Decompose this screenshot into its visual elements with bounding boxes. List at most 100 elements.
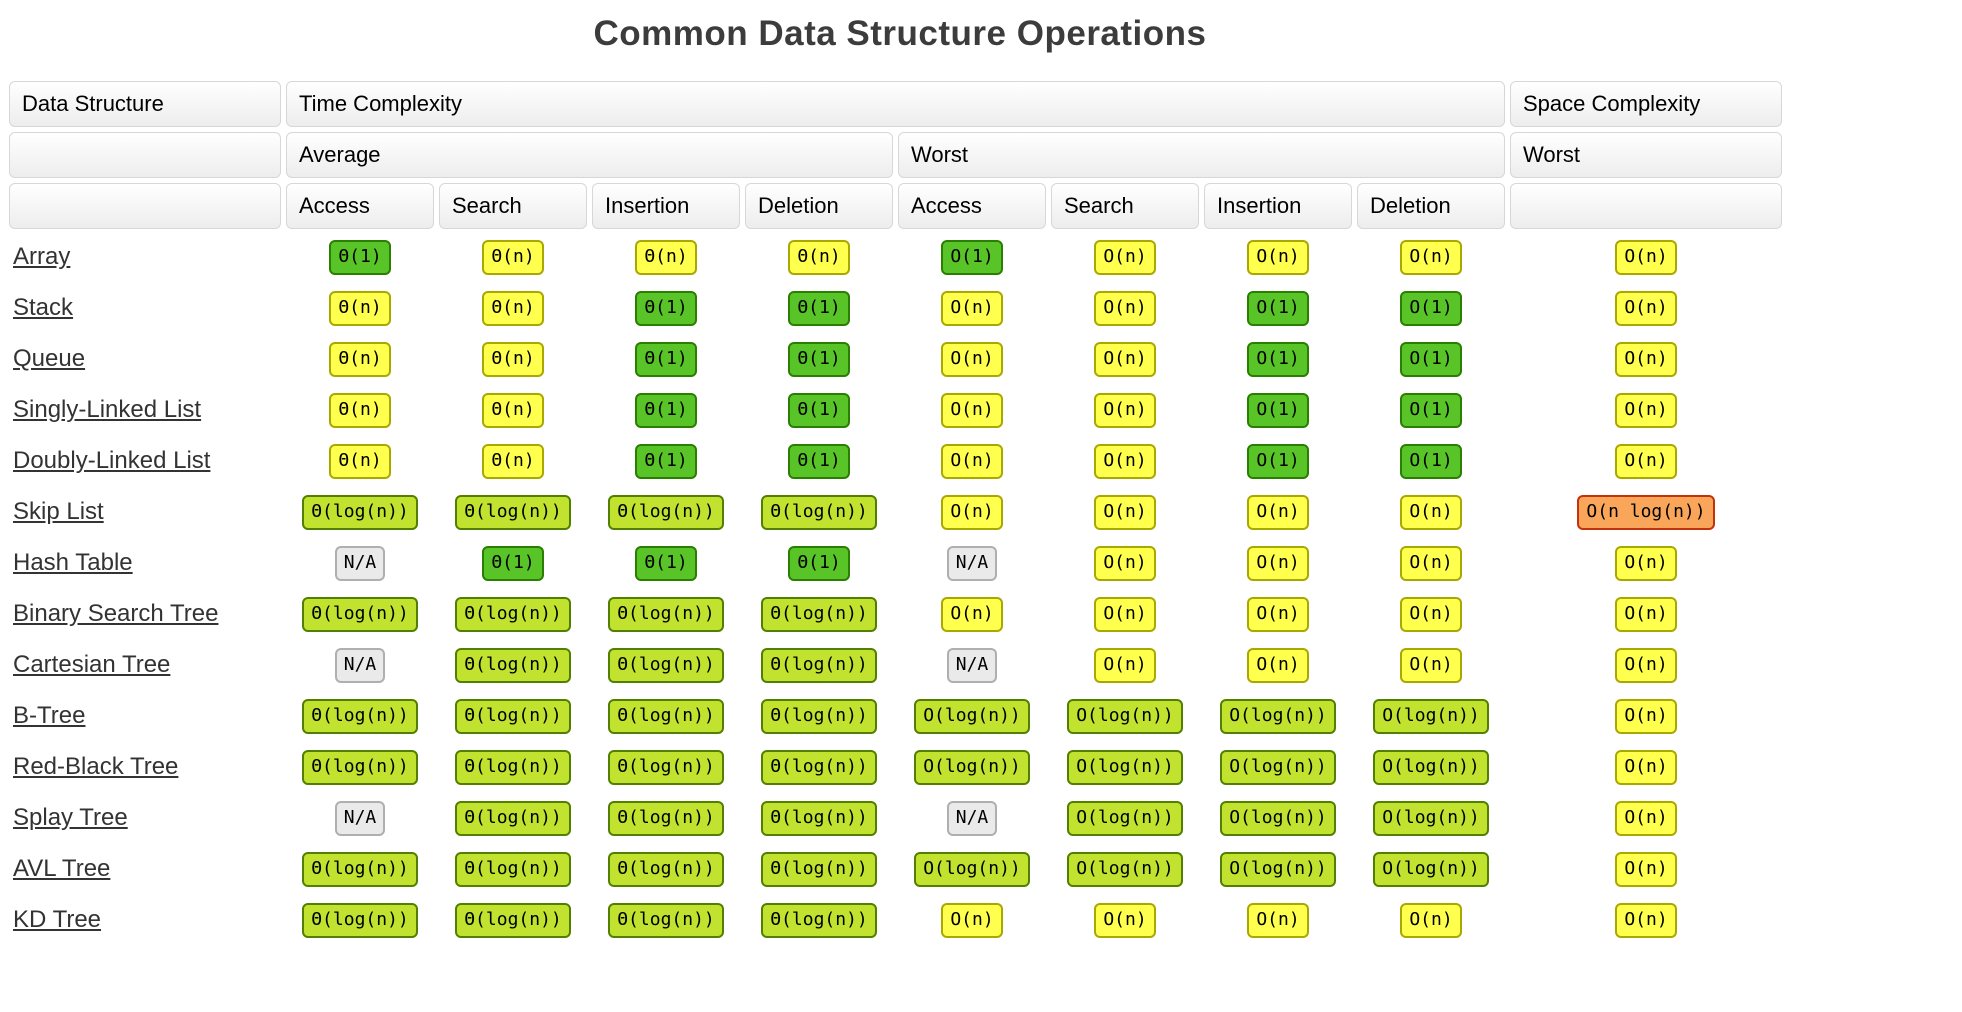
- complexity-cell: Θ(n): [439, 285, 587, 331]
- row-link-red-black-tree[interactable]: Red-Black Tree: [13, 753, 179, 780]
- complexity-badge: Θ(log(n)): [761, 902, 877, 938]
- complexity-cell: Θ(log(n)): [592, 591, 740, 637]
- row-link-cartesian-tree[interactable]: Cartesian Tree: [13, 651, 171, 678]
- complexity-badge: Θ(log(n)): [608, 596, 724, 632]
- row-link-splay-tree[interactable]: Splay Tree: [13, 804, 128, 831]
- complexity-badge: O(n): [1615, 647, 1677, 683]
- complexity-badge: Θ(log(n)): [455, 698, 571, 734]
- complexity-cell: O(n): [1051, 642, 1199, 688]
- complexity-badge: O(n): [1615, 749, 1677, 785]
- complexity-badge: O(1): [1400, 443, 1462, 479]
- complexity-cell: O(n): [1357, 642, 1505, 688]
- complexity-cell: Θ(log(n)): [286, 897, 434, 943]
- table-row: Stack Θ(n) Θ(n) Θ(1) Θ(1) O(n) O(n) O(1) O(1) O(n…: [9, 285, 1782, 331]
- complexity-cell: O(n): [1510, 642, 1782, 688]
- table-row: Singly-Linked List Θ(n) Θ(n) Θ(1) Θ(1) O(n) O(…: [9, 387, 1782, 433]
- row-link-singly-linked-list[interactable]: Singly-Linked List: [13, 396, 202, 423]
- complexity-cell: O(log(n)): [1204, 693, 1352, 739]
- complexity-badge: O(1): [1400, 392, 1462, 428]
- complexity-badge: Θ(1): [788, 545, 850, 581]
- complexity-badge: O(n): [1247, 239, 1309, 275]
- table-row: Splay Tree N/A Θ(log(n)) Θ(log(n)) Θ(log(n))…: [9, 795, 1782, 841]
- complexity-badge: O(log(n)): [914, 851, 1030, 887]
- row-label-cell: Red-Black Tree: [9, 744, 281, 790]
- complexity-badge: Θ(n): [788, 239, 850, 275]
- row-link-queue[interactable]: Queue: [13, 345, 86, 372]
- complexity-cell: O(n): [1357, 591, 1505, 637]
- complexity-badge: O(1): [1247, 290, 1309, 326]
- row-link-hash-table[interactable]: Hash Table: [13, 549, 133, 576]
- header-time-complexity: Time Complexity: [286, 81, 1505, 127]
- complexity-cell: O(log(n)): [1051, 795, 1199, 841]
- complexity-badge: Θ(n): [635, 239, 697, 275]
- complexity-badge: O(n): [1094, 545, 1156, 581]
- row-link-kd-tree[interactable]: KD Tree: [13, 906, 102, 933]
- row-label-cell: Doubly-Linked List: [9, 438, 281, 484]
- complexity-cell: O(1): [1204, 336, 1352, 382]
- complexity-cell: O(n): [1510, 540, 1782, 586]
- complexity-cell: Θ(n): [439, 387, 587, 433]
- complexity-badge: O(n): [1094, 902, 1156, 938]
- complexity-cell: Θ(n): [439, 438, 587, 484]
- table-row: Red-Black Tree Θ(log(n)) Θ(log(n)) Θ(log(n)…: [9, 744, 1782, 790]
- complexity-badge: Θ(log(n)): [608, 749, 724, 785]
- row-label-cell: Array: [9, 234, 281, 280]
- row-label-cell: Binary Search Tree: [9, 591, 281, 637]
- complexity-cell: O(1): [1357, 336, 1505, 382]
- complexity-cell: Θ(1): [439, 540, 587, 586]
- complexity-cell: Θ(log(n)): [745, 693, 893, 739]
- complexity-cell: O(1): [898, 234, 1046, 280]
- complexity-cell: O(n): [1204, 489, 1352, 535]
- complexity-badge: O(n): [1400, 596, 1462, 632]
- header-empty-cell: [1510, 183, 1782, 229]
- header-op-avg-search: Search: [439, 183, 587, 229]
- row-link-binary-search-tree[interactable]: Binary Search Tree: [13, 600, 219, 627]
- complexity-badge: N/A: [946, 800, 998, 836]
- table-row: Doubly-Linked List Θ(n) Θ(n) Θ(1) Θ(1) O(n) O(…: [9, 438, 1782, 484]
- complexity-cell: Θ(log(n)): [439, 642, 587, 688]
- complexity-cell: O(n): [1510, 285, 1782, 331]
- row-link-avl-tree[interactable]: AVL Tree: [13, 855, 111, 882]
- row-label-cell: KD Tree: [9, 897, 281, 943]
- complexity-badge: Θ(log(n)): [761, 851, 877, 887]
- header-op-worst-deletion: Deletion: [1357, 183, 1505, 229]
- complexity-badge: O(n): [1094, 341, 1156, 377]
- complexity-cell: Θ(log(n)): [286, 846, 434, 892]
- complexity-badge: O(log(n)): [1373, 851, 1489, 887]
- row-link-array[interactable]: Array: [13, 243, 71, 270]
- complexity-cell: Θ(log(n)): [592, 693, 740, 739]
- complexity-cell: O(1): [1357, 285, 1505, 331]
- complexity-badge: O(n): [941, 392, 1003, 428]
- complexity-cell: O(n): [898, 489, 1046, 535]
- complexity-badge: O(log(n)): [1220, 800, 1336, 836]
- complexity-cell: Θ(log(n)): [439, 489, 587, 535]
- row-link-stack[interactable]: Stack: [13, 294, 74, 321]
- complexity-badge: O(n): [1615, 239, 1677, 275]
- row-link-skip-list[interactable]: Skip List: [13, 498, 104, 525]
- header-data-structure: Data Structure: [9, 81, 281, 127]
- complexity-badge: O(log(n)): [1067, 851, 1183, 887]
- complexity-badge: Θ(log(n)): [302, 749, 418, 785]
- complexity-cell: O(log(n)): [898, 846, 1046, 892]
- complexity-cell: Θ(n): [592, 234, 740, 280]
- complexity-cell: N/A: [898, 642, 1046, 688]
- complexity-badge: O(log(n)): [914, 698, 1030, 734]
- complexity-cell: Θ(1): [592, 285, 740, 331]
- row-link-doubly-linked-list[interactable]: Doubly-Linked List: [13, 447, 211, 474]
- complexity-cell: Θ(1): [592, 540, 740, 586]
- complexity-badge: O(log(n)): [1067, 800, 1183, 836]
- complexity-badge: Θ(n): [329, 392, 391, 428]
- complexity-table: Data Structure Time Complexity Space Com…: [4, 76, 1787, 948]
- complexity-badge: O(n log(n)): [1577, 494, 1715, 530]
- row-label-cell: Hash Table: [9, 540, 281, 586]
- complexity-badge: O(n): [1615, 392, 1677, 428]
- complexity-badge: Θ(1): [635, 443, 697, 479]
- complexity-cell: O(1): [1204, 438, 1352, 484]
- row-link-b-tree[interactable]: B-Tree: [13, 702, 86, 729]
- complexity-cell: Θ(log(n)): [439, 846, 587, 892]
- complexity-badge: O(n): [941, 290, 1003, 326]
- complexity-badge: O(n): [1615, 443, 1677, 479]
- complexity-badge: Θ(1): [329, 239, 391, 275]
- complexity-badge: O(1): [1400, 341, 1462, 377]
- complexity-cell: O(n): [898, 336, 1046, 382]
